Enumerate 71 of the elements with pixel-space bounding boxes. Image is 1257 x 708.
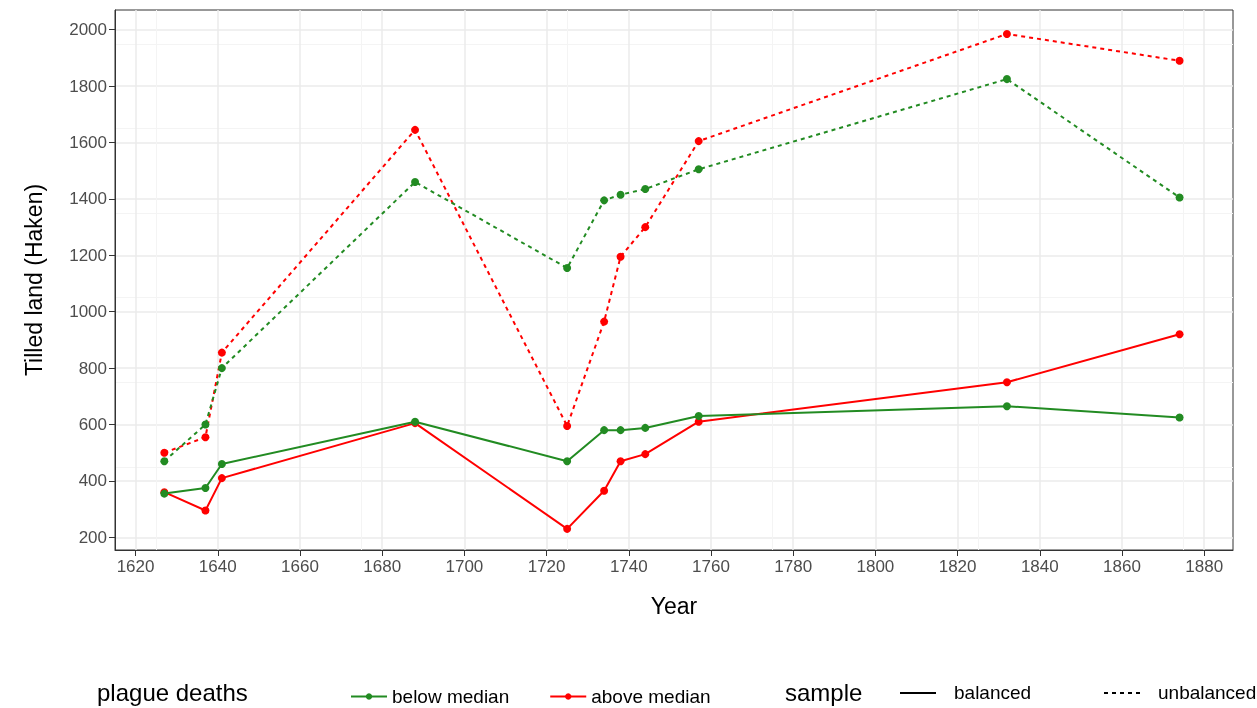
point — [201, 483, 210, 492]
point — [563, 421, 572, 430]
y-tick-label: 1200 — [69, 245, 107, 265]
point — [563, 524, 572, 533]
point — [217, 460, 226, 468]
point — [1175, 56, 1184, 65]
point — [1002, 402, 1011, 411]
x-tick-label: 1780 — [774, 557, 813, 576]
y-tick-label: 1000 — [69, 302, 107, 322]
x-tick-label: 1660 — [281, 557, 319, 576]
x-tick-label: 1720 — [527, 557, 566, 576]
x-axis-title: Year — [650, 592, 698, 619]
y-tick-label: 600 — [78, 415, 107, 435]
y-tick-label: 200 — [78, 527, 107, 547]
y-tick-label: 1800 — [69, 76, 107, 96]
text: unbalanced — [1158, 682, 1257, 703]
point — [411, 178, 420, 187]
point — [217, 348, 226, 357]
x-tick-label: 1680 — [363, 557, 402, 576]
point — [1002, 378, 1011, 387]
point — [217, 474, 226, 483]
x-tick-label: 1760 — [692, 557, 730, 576]
point — [616, 252, 625, 261]
point — [616, 190, 625, 199]
y-tick-label: 400 — [78, 471, 107, 491]
point — [600, 317, 609, 326]
point — [1175, 330, 1184, 339]
point — [616, 457, 625, 466]
x-tick-label: 1820 — [938, 557, 977, 576]
point — [641, 185, 650, 194]
x-tick-label: 1880 — [1185, 557, 1224, 576]
point — [1175, 413, 1184, 422]
x-tick-label: 1700 — [445, 557, 484, 576]
x-tick-label: 1620 — [116, 557, 155, 576]
x-tick-label: 1800 — [856, 557, 895, 576]
point — [641, 223, 650, 232]
point — [694, 165, 703, 174]
x-tick-label: 1840 — [1020, 557, 1059, 576]
y-tick-label: 1600 — [69, 133, 107, 153]
point — [160, 457, 169, 466]
point — [600, 486, 609, 495]
y-tick-label: 2000 — [69, 20, 107, 40]
point — [641, 450, 650, 459]
point — [411, 125, 420, 134]
point — [600, 196, 609, 205]
x-tick-label: 1740 — [609, 557, 648, 576]
point — [1002, 29, 1011, 38]
point — [201, 506, 210, 515]
point — [201, 433, 210, 442]
legend-title: plague deaths — [97, 678, 248, 706]
point — [1002, 75, 1011, 84]
point — [1175, 193, 1184, 202]
point — [217, 364, 226, 373]
text: sample — [785, 678, 863, 706]
point — [616, 426, 625, 435]
point — [694, 137, 703, 146]
x-tick-label: 1860 — [1103, 557, 1141, 576]
x-tick-label: 1640 — [198, 557, 237, 576]
legend-label: above median — [591, 686, 711, 707]
point — [641, 423, 650, 432]
text: balanced — [954, 682, 1032, 703]
point — [563, 264, 572, 273]
legend-label: below median — [392, 686, 510, 707]
y-axis-title: Tilled land (Haken) — [20, 183, 47, 377]
point — [201, 420, 210, 429]
y-tick-label: 1400 — [69, 189, 107, 209]
y-tick-label: 800 — [78, 358, 107, 378]
point — [160, 448, 169, 457]
point — [563, 457, 572, 466]
point — [694, 412, 703, 421]
point — [600, 426, 609, 435]
